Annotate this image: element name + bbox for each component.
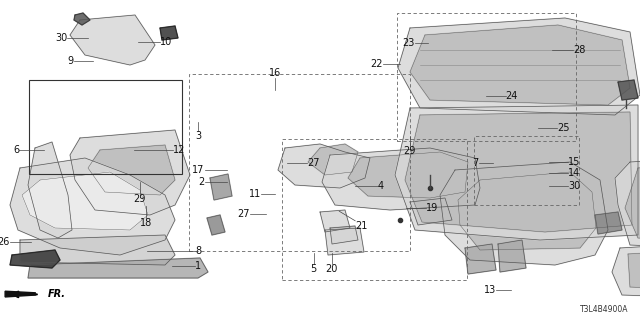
Text: 30: 30 bbox=[568, 180, 580, 191]
Polygon shape bbox=[88, 145, 175, 195]
Text: 11: 11 bbox=[249, 188, 261, 199]
Polygon shape bbox=[160, 26, 178, 40]
Text: 29: 29 bbox=[403, 146, 416, 156]
Polygon shape bbox=[498, 240, 526, 272]
Bar bbox=[189, 74, 410, 251]
Text: 9: 9 bbox=[67, 56, 74, 66]
Text: 3: 3 bbox=[195, 131, 202, 141]
Polygon shape bbox=[405, 112, 632, 232]
Polygon shape bbox=[10, 250, 60, 268]
Text: 21: 21 bbox=[355, 221, 367, 231]
Text: 24: 24 bbox=[506, 91, 518, 101]
Polygon shape bbox=[410, 25, 630, 105]
Polygon shape bbox=[595, 212, 622, 234]
Polygon shape bbox=[320, 210, 350, 232]
Text: 19: 19 bbox=[426, 203, 438, 213]
Polygon shape bbox=[5, 291, 35, 297]
Polygon shape bbox=[308, 144, 358, 175]
Polygon shape bbox=[395, 105, 638, 240]
Text: 17: 17 bbox=[193, 164, 205, 175]
Text: 16: 16 bbox=[269, 68, 282, 78]
Bar bbox=[29, 80, 182, 174]
Text: 7: 7 bbox=[472, 158, 479, 168]
Polygon shape bbox=[410, 198, 452, 225]
Polygon shape bbox=[22, 172, 148, 230]
Polygon shape bbox=[398, 18, 640, 115]
Text: 15: 15 bbox=[568, 156, 580, 167]
Polygon shape bbox=[612, 242, 640, 298]
Text: 27: 27 bbox=[237, 209, 250, 220]
Polygon shape bbox=[74, 13, 90, 25]
Polygon shape bbox=[70, 130, 190, 215]
Text: 28: 28 bbox=[573, 44, 585, 55]
Text: 8: 8 bbox=[195, 246, 202, 256]
Text: 26: 26 bbox=[0, 236, 10, 247]
Text: 25: 25 bbox=[557, 123, 570, 133]
Polygon shape bbox=[348, 152, 468, 198]
Polygon shape bbox=[10, 158, 175, 255]
Polygon shape bbox=[615, 158, 640, 248]
Polygon shape bbox=[28, 142, 72, 238]
Polygon shape bbox=[330, 226, 358, 244]
Polygon shape bbox=[458, 172, 596, 250]
Polygon shape bbox=[618, 80, 638, 100]
Text: 27: 27 bbox=[307, 158, 320, 168]
Text: 4: 4 bbox=[378, 180, 384, 191]
Text: 18: 18 bbox=[140, 218, 152, 228]
Text: 22: 22 bbox=[370, 59, 383, 69]
Text: 23: 23 bbox=[403, 38, 415, 48]
Text: 10: 10 bbox=[160, 36, 172, 47]
Polygon shape bbox=[465, 244, 496, 274]
Polygon shape bbox=[207, 215, 225, 235]
Bar bbox=[282, 139, 467, 280]
Text: T3L4B4900A: T3L4B4900A bbox=[580, 305, 628, 314]
Polygon shape bbox=[322, 148, 480, 210]
Text: 30: 30 bbox=[55, 33, 67, 44]
Bar bbox=[397, 13, 576, 141]
Polygon shape bbox=[628, 250, 640, 290]
Polygon shape bbox=[28, 258, 208, 278]
Polygon shape bbox=[20, 235, 175, 265]
Text: 1: 1 bbox=[195, 260, 202, 271]
Bar bbox=[474, 136, 579, 205]
Text: 13: 13 bbox=[484, 284, 496, 295]
Polygon shape bbox=[625, 165, 640, 240]
Text: FR.: FR. bbox=[48, 289, 66, 299]
Text: 20: 20 bbox=[325, 264, 338, 274]
Text: 5: 5 bbox=[310, 264, 317, 274]
Polygon shape bbox=[278, 144, 370, 188]
Polygon shape bbox=[325, 228, 364, 255]
Text: 29: 29 bbox=[133, 194, 146, 204]
Polygon shape bbox=[210, 174, 232, 200]
Polygon shape bbox=[70, 15, 155, 65]
Text: 12: 12 bbox=[173, 145, 185, 156]
Text: 2: 2 bbox=[198, 177, 205, 188]
Polygon shape bbox=[440, 162, 608, 265]
Text: 14: 14 bbox=[568, 168, 580, 178]
Text: 6: 6 bbox=[13, 145, 19, 156]
